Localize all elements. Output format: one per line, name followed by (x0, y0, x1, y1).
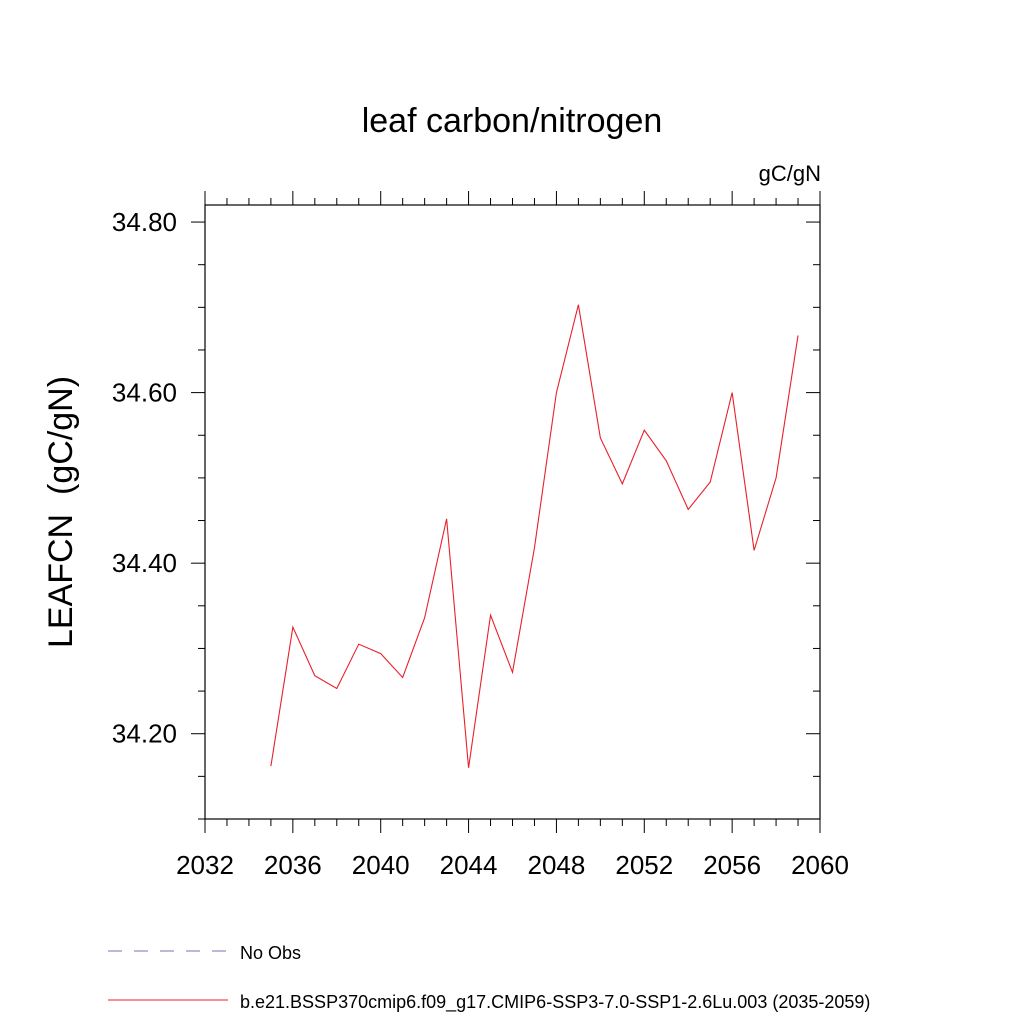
y-tick-label: 34.40 (112, 548, 177, 578)
y-tick-label: 34.80 (112, 207, 177, 237)
y-tick-label: 34.20 (112, 719, 177, 749)
x-tick-label: 2032 (176, 850, 234, 880)
units-label: gC/gN (759, 161, 821, 186)
legend: b.e21.BSSP370cmip6.f09_g17.CMIP6-SSP3-7.… (108, 943, 870, 1013)
chart-title: leaf carbon/nitrogen (362, 102, 663, 140)
x-tick-label: 2060 (791, 850, 849, 880)
tick-labels: 2032 2036 2040 2044 2048 2052 2056 2060 34.20 34.… (112, 207, 849, 880)
x-tick-label: 2052 (615, 850, 673, 880)
x-tick-label: 2056 (703, 850, 761, 880)
legend-label: b.e21.BSSP370cmip6.f09_g17.CMIP6-SSP3-7.… (240, 992, 870, 1013)
y-tick-label: 34.60 (112, 378, 177, 408)
x-tick-label: 2044 (440, 850, 498, 880)
legend-label: No Obs (240, 943, 301, 963)
x-tick-label: 2040 (352, 850, 410, 880)
y-axis-label: LEAFCN (gC/gN) (42, 376, 80, 648)
series-layer (270, 304, 799, 768)
x-tick-label: 2036 (264, 850, 322, 880)
series-line (270, 304, 799, 768)
axis-ticks (191, 191, 821, 833)
x-tick-label: 2048 (528, 850, 586, 880)
plot-frame (204, 204, 821, 820)
